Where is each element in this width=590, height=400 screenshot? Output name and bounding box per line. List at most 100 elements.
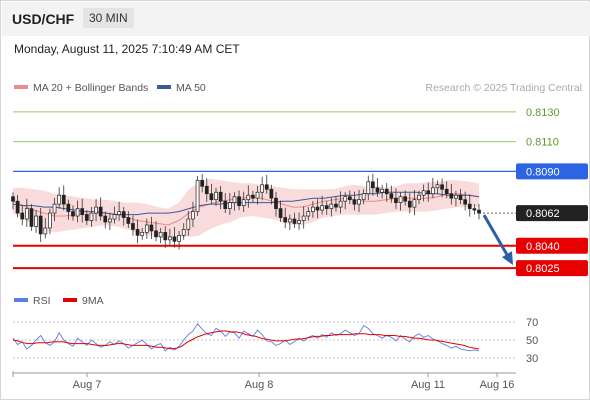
candle-down	[426, 190, 431, 195]
candle-up	[260, 184, 264, 193]
candle-down	[371, 181, 375, 189]
level-label-current: 0.8062	[526, 208, 560, 220]
header-bar: USD/CHF 30 MIN	[2, 2, 590, 36]
legend-swatch-ma20	[14, 85, 28, 89]
candle-down	[61, 194, 66, 205]
candle-down	[444, 188, 449, 195]
candle-up	[421, 190, 426, 196]
candle-down	[38, 215, 43, 235]
candle-up	[435, 184, 440, 189]
candle-down	[472, 208, 477, 211]
level-label-resistance-0: 0.8130	[526, 107, 560, 119]
candle-down	[477, 209, 481, 214]
candle-down	[269, 188, 274, 199]
forecast-arrow-shaft	[482, 214, 511, 259]
candle-up	[329, 203, 334, 209]
candle-up	[117, 211, 121, 215]
candle-down	[283, 217, 288, 223]
candle-up	[195, 179, 200, 212]
candle-up	[52, 203, 57, 214]
candle-up	[412, 199, 417, 208]
candle-up	[186, 218, 191, 230]
candle-down	[84, 214, 89, 221]
candle-up	[108, 218, 112, 223]
level-label-resistance-1: 0.8110	[526, 137, 559, 149]
level-label-support-4: 0.8040	[526, 241, 560, 253]
x-axis-tick-label: Aug 7	[73, 379, 102, 391]
candle-down	[384, 188, 389, 195]
candle-up	[168, 236, 172, 241]
candle-down	[407, 200, 412, 208]
level-label-support-5: 0.8025	[526, 263, 560, 275]
candle-up	[338, 200, 343, 208]
candle-up	[75, 208, 80, 217]
report-datetime: Monday, August 11, 2025 7:10:49 AM CET	[14, 42, 240, 56]
legend-label-9ma: 9MA	[82, 295, 104, 307]
symbol-title: USD/CHF	[12, 11, 75, 27]
level-label-box-support-5	[516, 260, 588, 277]
candle-down	[98, 206, 103, 217]
candle-down	[467, 203, 472, 209]
level-label-box-support-4	[516, 237, 588, 254]
candle-up	[361, 193, 366, 201]
candle-down	[389, 193, 394, 199]
candle-down	[29, 208, 34, 227]
candle-up	[246, 194, 251, 201]
candle-up	[287, 218, 292, 223]
candle-up	[366, 181, 371, 195]
candle-down	[11, 196, 15, 202]
candle-up	[228, 202, 232, 209]
candle-down	[375, 187, 380, 193]
candle-up	[431, 187, 435, 195]
candle-up	[380, 188, 384, 193]
candle-down	[251, 194, 255, 199]
candle-up	[311, 206, 315, 212]
candle-down	[66, 203, 71, 212]
candle-down	[278, 208, 283, 218]
candle-down	[15, 200, 20, 214]
candle-up	[454, 194, 458, 199]
candle-down	[315, 206, 320, 211]
candle-up	[112, 214, 117, 220]
candle-down	[449, 193, 454, 199]
candle-up	[34, 215, 38, 227]
candle-down	[394, 197, 398, 203]
forecast-group	[482, 214, 513, 266]
candle-up	[255, 191, 260, 199]
rsi-panel: 70 50 30	[12, 317, 538, 365]
candle-down	[149, 224, 154, 232]
legend-swatch-9ma	[63, 298, 77, 302]
candle-down	[334, 203, 338, 208]
candle-down	[172, 236, 177, 242]
candle-up	[94, 206, 98, 214]
rsi-9ma-line	[12, 330, 480, 350]
legend-swatch-rsi	[14, 298, 28, 302]
candle-down	[163, 232, 168, 241]
candle-up	[158, 232, 163, 238]
candle-down	[126, 217, 131, 224]
candle-down	[237, 196, 241, 206]
candle-down	[71, 211, 75, 217]
legend-swatch-ma50	[157, 85, 171, 89]
candle-up	[357, 199, 361, 205]
credit-text: Research © 2025 Trading Central	[425, 82, 582, 94]
candle-up	[191, 211, 195, 220]
candle-down	[80, 208, 85, 215]
x-axis-tick-label: Aug 16	[480, 379, 515, 391]
candle-down	[403, 196, 408, 202]
rsi-tick-label: 50	[526, 335, 538, 347]
legend-label-ma20: MA 20 + Bollinger Bands	[33, 82, 148, 94]
timeframe-button[interactable]: 30 MIN	[83, 8, 134, 28]
candle-down	[135, 229, 140, 236]
forecast-arrow-head	[502, 251, 513, 266]
price-levels: 0.8130 0.8110 0.8090 0.8062 0.8040 0.8025	[13, 107, 588, 277]
candle-up	[297, 220, 301, 224]
candle-up	[232, 196, 237, 203]
legend-label-rsi: RSI	[33, 295, 51, 307]
candle-down	[131, 223, 135, 230]
candle-down	[218, 191, 223, 202]
candle-up	[181, 229, 186, 236]
candle-up	[177, 235, 181, 242]
